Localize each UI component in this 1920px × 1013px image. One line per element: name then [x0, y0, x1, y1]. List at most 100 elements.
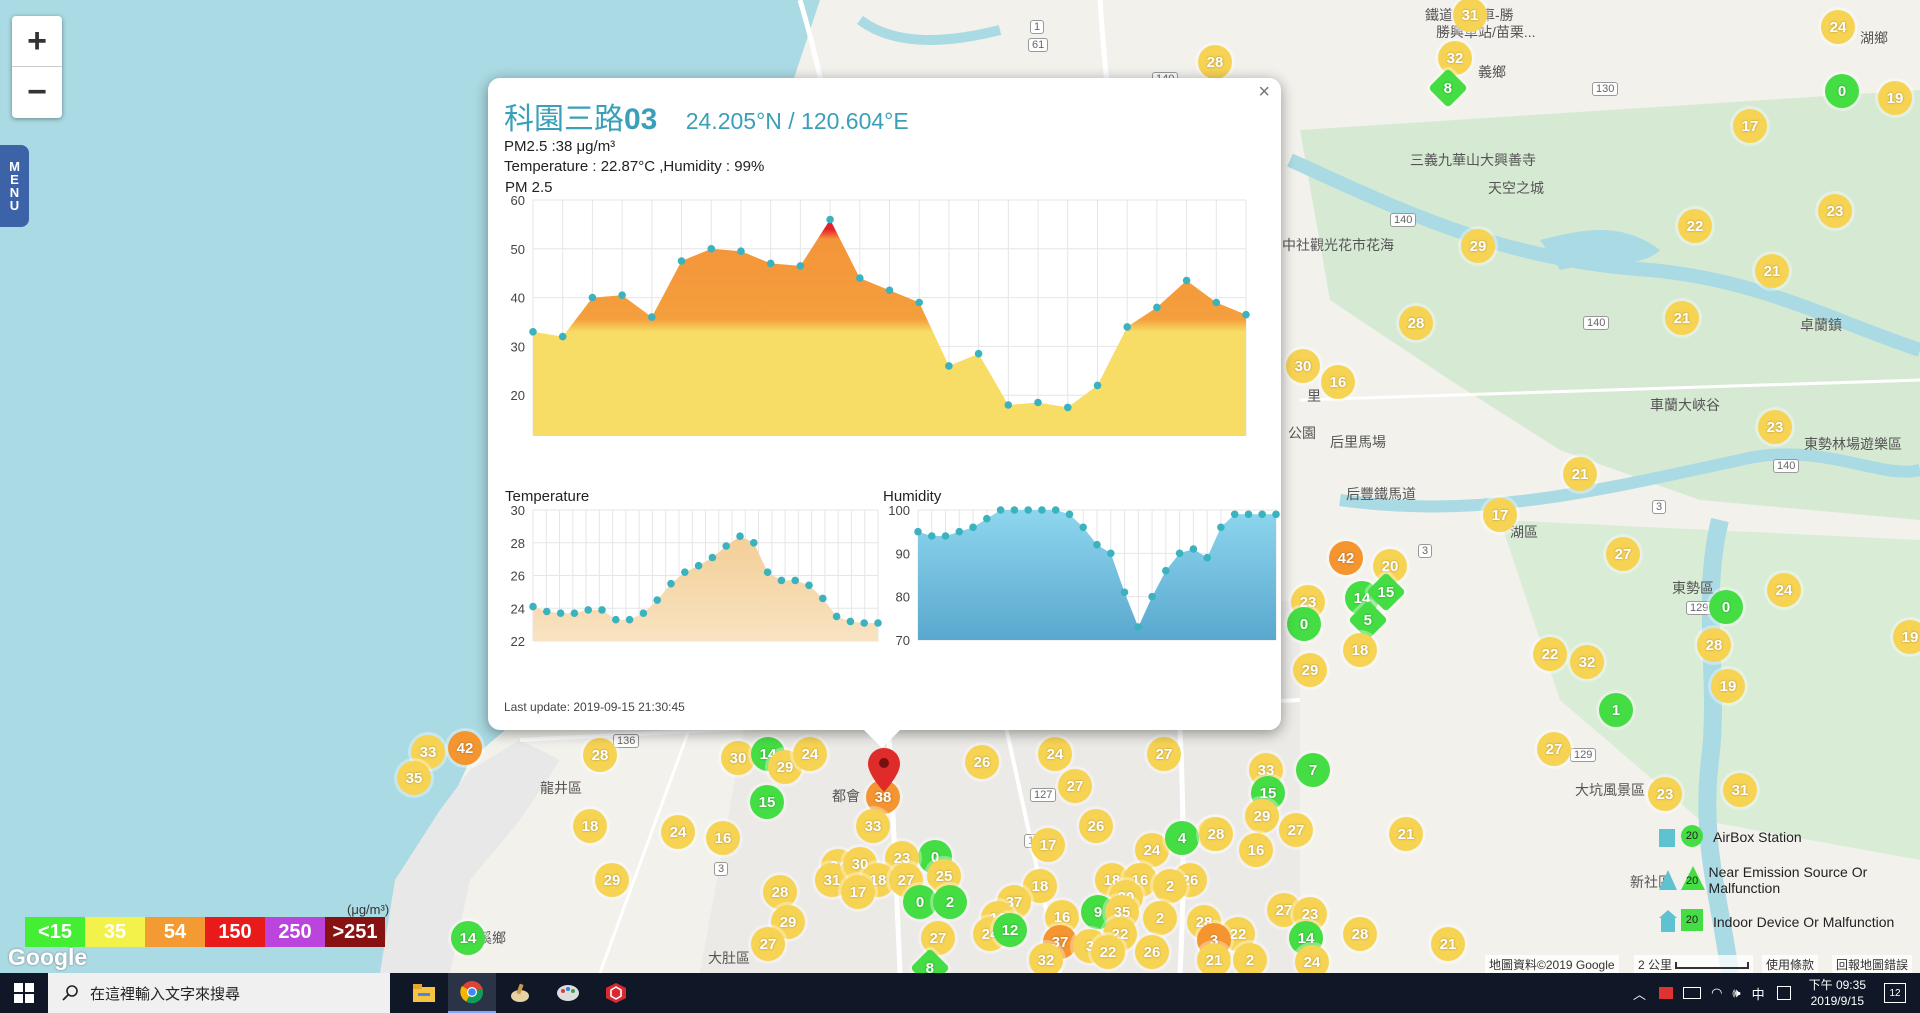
palette-button[interactable] [544, 973, 592, 1013]
sensor-marker[interactable]: 29 [1461, 229, 1495, 263]
sensor-marker[interactable]: 27 [1606, 537, 1640, 571]
sensor-marker[interactable]: 35 [397, 761, 431, 795]
sensor-marker[interactable]: 28 [1198, 45, 1232, 79]
ime-indicator[interactable]: 中 [1751, 986, 1765, 1002]
sensor-marker[interactable]: 29 [1245, 799, 1279, 833]
sensor-marker[interactable]: 0 [1825, 74, 1859, 108]
sensor-marker[interactable]: 27 [751, 927, 785, 961]
sensor-marker[interactable]: 14 [451, 921, 485, 955]
sensor-marker[interactable]: 29 [768, 750, 802, 784]
start-button[interactable] [0, 973, 48, 1013]
sensor-marker[interactable]: 22 [1678, 209, 1712, 243]
terms-link[interactable]: 使用條款 [1762, 955, 1819, 973]
sensor-marker[interactable]: 4 [1165, 821, 1199, 855]
sensor-marker[interactable]: 24 [1295, 945, 1329, 973]
sensor-marker[interactable]: 22 [1091, 935, 1125, 969]
security-icon[interactable] [1659, 987, 1674, 999]
sensor-marker[interactable]: 21 [1197, 943, 1231, 973]
sensor-marker[interactable]: 29 [595, 863, 629, 897]
sensor-marker[interactable]: 24 [661, 815, 695, 849]
sensor-marker[interactable]: 29 [1293, 653, 1327, 687]
sensor-marker[interactable]: 27 [1279, 813, 1313, 847]
sensor-marker[interactable]: 1 [1599, 693, 1633, 727]
sensor-marker[interactable]: 18 [1343, 633, 1377, 667]
sketchup-button[interactable] [592, 973, 640, 1013]
sensor-marker[interactable]: 23 [1818, 194, 1852, 228]
chrome-button[interactable] [448, 973, 496, 1013]
zoom-out-button[interactable]: − [27, 72, 47, 111]
map-canvas[interactable]: 義鄉 湖鄉 三義九華山大興善寺 天空之城 中社觀光花市花海 卓蘭鎮 車蘭大峽谷 東勢林場遊樂區… [0, 0, 1920, 973]
chevron-up-icon[interactable]: ︿ [1633, 986, 1647, 1002]
file-explorer-button[interactable] [400, 973, 448, 1013]
sensor-marker[interactable]: 27 [1058, 769, 1092, 803]
selected-station-pin[interactable] [868, 748, 900, 792]
taskbar-search[interactable]: 在這裡輸入文字來搜尋 [48, 973, 390, 1013]
sensor-marker[interactable]: 28 [1343, 917, 1377, 951]
sensor-marker[interactable]: 7 [1296, 753, 1330, 787]
sensor-marker[interactable]: 30 [1286, 349, 1320, 383]
sensor-marker[interactable]: 20 [1373, 549, 1407, 583]
clock[interactable]: 下午 09:35 2019/9/15 [1809, 977, 1866, 1009]
sensor-marker[interactable]: 26 [965, 745, 999, 779]
temperature-chart[interactable]: 22 24 26 28 30 [488, 506, 883, 666]
sensor-marker[interactable]: 42 [448, 731, 482, 765]
sensor-marker[interactable]: 32 [1570, 645, 1604, 679]
input-method-icon[interactable] [1776, 986, 1791, 1000]
sensor-marker[interactable]: 17 [1031, 828, 1065, 862]
sensor-marker[interactable]: 27 [1537, 732, 1571, 766]
sensor-marker[interactable]: 2 [933, 885, 967, 919]
volume-icon[interactable]: 🕪 [1732, 985, 1741, 1000]
sensor-marker[interactable]: 2 [1153, 869, 1187, 903]
sensor-marker[interactable]: 16 [1321, 365, 1355, 399]
sensor-marker[interactable]: 30 [721, 741, 755, 775]
sensor-marker[interactable]: 24 [793, 737, 827, 771]
paint-button[interactable] [496, 973, 544, 1013]
sensor-marker[interactable]: 0 [1709, 590, 1743, 624]
sensor-marker[interactable]: 22 [1533, 637, 1567, 671]
sensor-marker[interactable]: 15 [750, 785, 784, 819]
sensor-marker[interactable]: 33 [856, 809, 890, 843]
sensor-marker[interactable]: 21 [1389, 817, 1423, 851]
sensor-marker[interactable]: 24 [1135, 833, 1169, 867]
menu-tab[interactable]: M E N U [0, 145, 29, 227]
sensor-marker[interactable]: 0 [903, 885, 937, 919]
sensor-marker[interactable]: 28 [1399, 306, 1433, 340]
zoom-in-button[interactable]: + [12, 16, 62, 67]
sensor-marker[interactable]: 23 [1758, 410, 1792, 444]
sensor-marker[interactable]: 31 [1453, 0, 1487, 32]
report-error-link[interactable]: 回報地圖錯誤 [1832, 955, 1913, 973]
sensor-marker[interactable]: 37 [997, 885, 1031, 919]
sensor-marker[interactable]: 2 [1233, 943, 1267, 973]
sensor-marker[interactable]: 28 [1697, 628, 1731, 662]
sensor-marker[interactable]: 24 [1767, 573, 1801, 607]
sensor-marker[interactable]: 32 [1438, 41, 1472, 75]
sensor-marker[interactable]: 21 [1665, 301, 1699, 335]
sensor-marker[interactable]: 17 [1483, 498, 1517, 532]
sensor-marker[interactable]: 21 [1563, 457, 1597, 491]
pm25-chart[interactable]: 10203040506021010509131721 [488, 196, 1281, 436]
sensor-marker[interactable]: 24 [1038, 737, 1072, 771]
sensor-marker[interactable]: 33 [411, 735, 445, 769]
sensor-marker[interactable]: 17 [1733, 109, 1767, 143]
notification-icon[interactable]: 12 [1884, 983, 1906, 1003]
sensor-marker[interactable]: 16 [1239, 833, 1273, 867]
sensor-marker[interactable]: 2 [1143, 901, 1177, 935]
sensor-marker[interactable]: 26 [1079, 809, 1113, 843]
sensor-marker[interactable]: 23 [1648, 777, 1682, 811]
sensor-marker[interactable]: 28 [763, 875, 797, 909]
sensor-marker[interactable]: 19 [1711, 669, 1745, 703]
wifi-icon[interactable]: ◠ [1711, 985, 1723, 1000]
sensor-marker[interactable]: 21 [1431, 927, 1465, 961]
sensor-marker[interactable]: 42 [1329, 541, 1363, 575]
sensor-marker[interactable]: 16 [706, 821, 740, 855]
sensor-marker[interactable]: 32 [1029, 943, 1063, 973]
sensor-marker[interactable]: 19 [1893, 620, 1920, 654]
sensor-marker[interactable]: 18 [573, 809, 607, 843]
sensor-marker[interactable]: 24 [1821, 10, 1855, 44]
sensor-marker[interactable]: 31 [1723, 773, 1757, 807]
sensor-marker[interactable]: 21 [1755, 254, 1789, 288]
sensor-marker[interactable]: 28 [583, 738, 617, 772]
sensor-marker[interactable]: 19 [1878, 81, 1912, 115]
sensor-marker[interactable]: 28 [1199, 817, 1233, 851]
sensor-marker[interactable]: 27 [921, 921, 955, 955]
